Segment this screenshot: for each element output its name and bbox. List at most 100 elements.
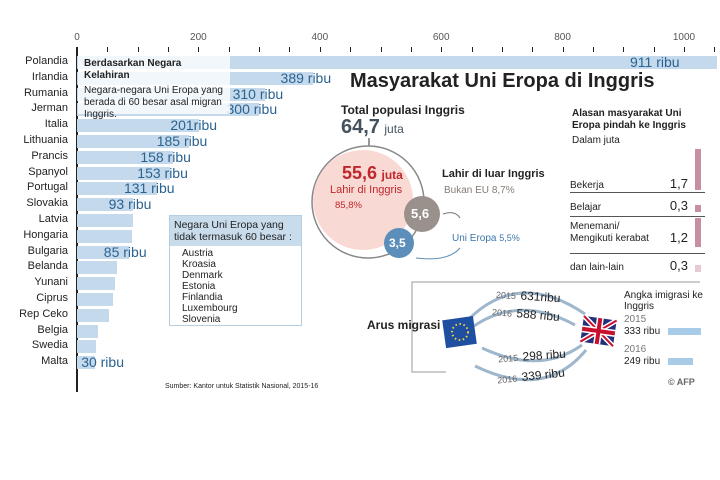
x-tick	[653, 47, 655, 52]
x-tick	[714, 47, 716, 52]
x-tick	[684, 47, 685, 52]
eu-pct: 5,5%	[499, 233, 520, 243]
x-tick-label: 400	[311, 32, 329, 43]
category-label: Lithuania	[23, 134, 68, 146]
x-tick	[77, 47, 78, 52]
arrow-in-2016	[473, 308, 576, 328]
bar-value-label: 310 ribu	[232, 85, 284, 102]
reason-row: Menemani/ Mengikuti kerabat 1,2	[570, 221, 688, 245]
not-top60-item: Slovenia	[182, 314, 221, 325]
reason-bar	[695, 204, 701, 212]
x-tick	[289, 47, 291, 52]
non-eu-pct: 8,7%	[491, 185, 515, 196]
net-value: 249 ribu	[624, 356, 661, 367]
reasons-title: Alasan masyarakat Uni Eropa pindah ke In…	[572, 108, 686, 131]
x-tick-label: 1000	[672, 32, 696, 43]
category-label: Portugal	[27, 181, 68, 194]
reason-label: dan lain-lain	[570, 262, 624, 273]
not-top60-list: Austria Kroasia Denmark Estonia Finlandia Lux…	[170, 246, 301, 327]
bar	[77, 182, 157, 196]
category-label: Jerman	[31, 102, 68, 115]
born-uk-circle	[313, 150, 413, 250]
out-2016-value: 339 ribu	[520, 365, 566, 384]
bar-value-label: 153 ribu	[137, 164, 188, 181]
source-note: Sumber: Kantor untuk Statistik Nasional,…	[165, 383, 319, 390]
reason-value: 1,2	[669, 230, 688, 245]
bar	[77, 356, 96, 370]
reason-label: Menemani/ Mengikuti kerabat	[570, 221, 649, 244]
bar-value-label: 300 ribu	[226, 101, 278, 118]
born-uk-pct: 85,8%	[335, 200, 362, 211]
category-label: Belgia	[37, 323, 68, 336]
divider	[570, 192, 705, 193]
eu-value: 3,5	[389, 236, 406, 250]
net-year: 2015	[624, 314, 647, 325]
bar	[77, 166, 170, 180]
category-label: Prancis	[31, 149, 68, 162]
bar	[77, 245, 129, 259]
out-2016-year: 2016	[496, 373, 518, 386]
reason-value: 1,7	[669, 176, 688, 191]
out-2015-value: 298 ribu	[522, 346, 567, 364]
x-tick	[107, 47, 109, 52]
divider	[570, 216, 705, 217]
bar-value-label: 201ribu	[170, 117, 218, 134]
eu-label: Uni Eropa	[452, 233, 497, 244]
bar	[77, 340, 97, 354]
bar	[77, 261, 118, 275]
arrow-out-2016	[474, 349, 588, 382]
category-label: Irlandia	[31, 70, 68, 83]
not-top60-item: Denmark	[182, 270, 223, 281]
migration-title: Arus migrasi	[367, 318, 441, 332]
non-eu-circle	[404, 196, 440, 232]
reason-value: 0,3	[669, 198, 688, 213]
bar	[77, 214, 133, 227]
x-tick	[623, 47, 625, 52]
category-label: Rumania	[23, 86, 68, 99]
afp-credit: © AFP	[668, 377, 695, 387]
bar-value-label: 131 ribu	[123, 180, 175, 197]
category-label: Slovakia	[26, 197, 68, 210]
x-tick	[592, 47, 594, 52]
non-eu-value: 5,6	[411, 206, 430, 221]
x-tick	[441, 47, 443, 52]
net-value: 333 ribu	[624, 326, 661, 337]
in-2016-value: 588 ribu	[515, 306, 561, 324]
bar	[77, 150, 173, 164]
chart-subtitle: Negara-negara Uni Eropa yang berada di 6…	[84, 85, 223, 120]
category-label: Italia	[44, 118, 68, 131]
x-tick	[319, 47, 321, 52]
born-uk-label: Lahir di Inggris	[330, 184, 403, 196]
bar	[77, 229, 133, 243]
reason-value: 0,3	[669, 258, 688, 273]
migration-bracket	[411, 281, 700, 373]
not-top60-box: Negara Uni Eropa yang tidak termasuk 60 …	[169, 215, 302, 326]
population-circles	[311, 138, 461, 260]
reason-row: dan lain-lain 0,3	[570, 258, 688, 273]
not-top60-title: Negara Uni Eropa yang tidak termasuk 60 …	[170, 216, 301, 246]
x-tick	[501, 47, 503, 52]
category-label: Ciprus	[36, 292, 68, 304]
chart-caption: Berdasarkan Negara Kelahiran Negara-nega…	[78, 55, 230, 120]
category-label: Latvia	[38, 213, 68, 225]
bar-value-label: 93 ribu	[108, 196, 152, 213]
bar-value-label: 158 ribu	[140, 148, 191, 165]
x-tick	[168, 47, 170, 52]
reasons-unit: Dalam juta	[572, 135, 620, 146]
x-tick-label: 200	[190, 32, 207, 43]
category-label: Rep Ceko	[19, 307, 68, 320]
category-label: Yunani	[34, 276, 68, 289]
bar	[77, 119, 199, 133]
x-tick	[350, 47, 352, 52]
not-top60-item: Estonia	[182, 281, 216, 292]
reason-row: Belajar 0,3	[570, 198, 688, 213]
category-label: Polandia	[25, 55, 68, 67]
bar-value-label: 911 ribu	[630, 54, 680, 70]
bar	[77, 324, 98, 338]
bar	[77, 135, 190, 148]
reason-label: Bekerja	[570, 180, 604, 191]
in-2015-year: 2015	[495, 289, 517, 302]
not-top60-item: Austria	[182, 248, 214, 259]
arrow-in-2015	[468, 291, 586, 320]
